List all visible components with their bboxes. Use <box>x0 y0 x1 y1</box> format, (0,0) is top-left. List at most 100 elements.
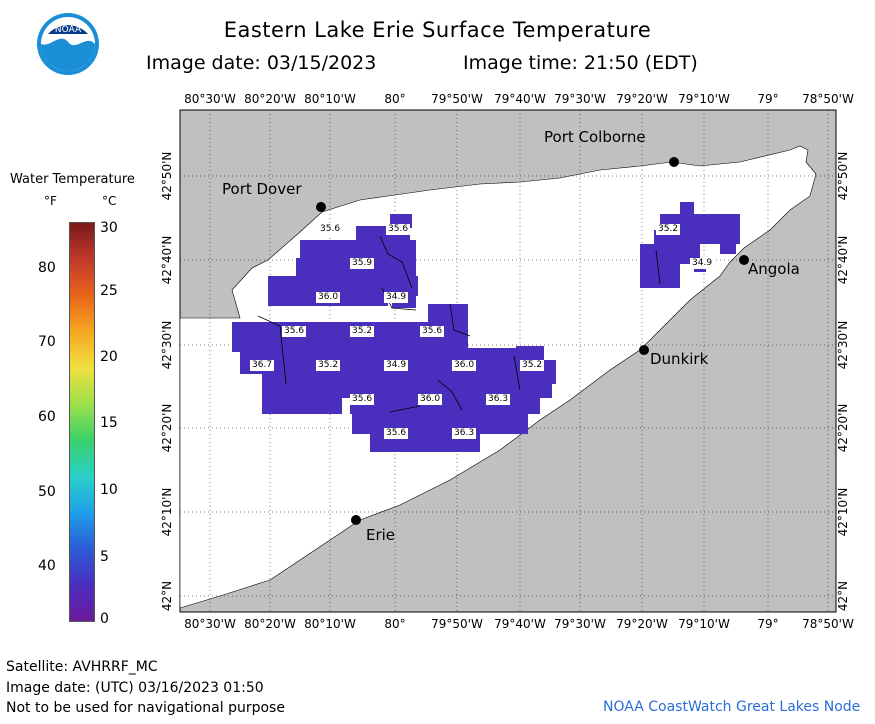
city-label: Erie <box>366 526 396 544</box>
temperature-pixel-patch <box>262 394 342 414</box>
legend-c-tick: 15 <box>100 415 118 431</box>
longitude-label-top: 79°40'W <box>494 92 546 106</box>
latitude-label-left: 42°40'N <box>160 235 174 285</box>
latitude-label-right: 42°30'N <box>836 320 850 370</box>
image-date: Image date: 03/15/2023 <box>146 52 377 74</box>
temperature-label: 36.3 <box>486 394 511 405</box>
longitude-label-bottom: 79°30'W <box>554 617 606 631</box>
legend-c-tick: 25 <box>100 283 118 299</box>
temperature-label: 35.6 <box>420 326 445 337</box>
legend-c-tick: 10 <box>100 482 118 498</box>
longitude-label-top: 79° <box>757 92 779 106</box>
temperature-pixel-patch <box>350 394 540 414</box>
temperature-label: 35.6 <box>282 326 307 337</box>
legend-c-tick: 30 <box>100 220 118 236</box>
legend-c-tick: 20 <box>100 349 118 365</box>
longitude-label-top: 80°10'W <box>304 92 356 106</box>
footer-credit: NOAA CoastWatch Great Lakes Node <box>603 699 861 715</box>
city-label: Port Colborne <box>544 128 646 146</box>
temperature-label: 35.6 <box>318 224 343 235</box>
temperature-label: 36.3 <box>452 428 477 439</box>
legend-unit-c: °C <box>102 194 117 208</box>
latitude-label-left: 42°30'N <box>160 320 174 370</box>
temperature-label: 35.6 <box>384 428 409 439</box>
temperature-label: 34.9 <box>384 360 409 371</box>
longitude-label-top: 80°20'W <box>244 92 296 106</box>
temperature-pixel-patch <box>296 258 416 280</box>
latitude-label-left: 42°20'N <box>160 403 174 453</box>
city-marker <box>639 345 649 355</box>
temperature-pixel-patch <box>720 230 736 254</box>
latitude-label-right: 42°10'N <box>836 487 850 537</box>
city-label: Port Dover <box>222 180 302 198</box>
map-title: Eastern Lake Erie Surface Temperature <box>223 18 652 42</box>
temperature-label: 36.0 <box>418 394 443 405</box>
temperature-pixel-patch <box>428 304 468 322</box>
latitude-label-left: 42°50'N <box>160 151 174 201</box>
city-label: Angola <box>748 260 800 278</box>
longitude-label-bottom: 80°10'W <box>304 617 356 631</box>
city-marker <box>669 157 679 167</box>
footer-utc-date: Image date: (UTC) 03/16/2023 01:50 <box>6 680 264 696</box>
footer-disclaimer: Not to be used for navigational purpose <box>6 700 285 716</box>
legend-f-tick: 60 <box>38 409 56 425</box>
temperature-pixel-patch <box>268 276 418 296</box>
image-time: Image time: 21:50 (EDT) <box>463 52 698 74</box>
temperature-pixel-patch <box>516 346 544 360</box>
longitude-label-bottom: 80°20'W <box>244 617 296 631</box>
latitude-label-left: 42°N <box>160 580 174 612</box>
noaa-logo: NOAA <box>36 12 100 76</box>
temperature-label: 35.2 <box>316 360 341 371</box>
temperature-pixel-patch <box>352 414 528 434</box>
longitude-label-top: 78°50'W <box>802 92 854 106</box>
temperature-label: 36.0 <box>452 360 477 371</box>
longitude-label-bottom: 79°50'W <box>431 617 483 631</box>
longitude-label-bottom: 79°10'W <box>678 617 730 631</box>
longitude-label-top: 80° <box>384 92 406 106</box>
city-marker <box>316 202 326 212</box>
latitude-label-right: 42°N <box>836 580 850 612</box>
longitude-label-top: 79°20'W <box>616 92 668 106</box>
city-label: Dunkirk <box>650 350 709 368</box>
legend-f-tick: 70 <box>38 334 56 350</box>
city-marker <box>351 515 361 525</box>
temperature-label: 34.9 <box>384 292 409 303</box>
temperature-label: 35.9 <box>350 258 375 269</box>
legend-title: Water Temperature <box>10 172 135 187</box>
longitude-label-bottom: 79°40'W <box>494 617 546 631</box>
temperature-pixel-patch <box>240 348 520 374</box>
legend-c-tick: 0 <box>100 611 109 627</box>
legend-c-tick: 5 <box>100 549 109 565</box>
temperature-label: 35.6 <box>350 394 375 405</box>
legend-unit-f: °F <box>44 194 57 208</box>
longitude-label-top: 79°50'W <box>431 92 483 106</box>
longitude-label-bottom: 80° <box>384 617 406 631</box>
temperature-label: 36.7 <box>250 360 275 371</box>
temperature-label: 36.0 <box>316 292 341 303</box>
temperature-pixel-patch <box>640 244 700 264</box>
temperature-label: 35.2 <box>656 224 681 235</box>
longitude-label-bottom: 78°50'W <box>802 617 854 631</box>
longitude-label-bottom: 79°20'W <box>616 617 668 631</box>
latitude-label-right: 42°50'N <box>836 151 850 201</box>
city-marker <box>739 255 749 265</box>
temperature-pixel-patch <box>262 372 552 398</box>
legend-f-tick: 50 <box>38 484 56 500</box>
longitude-label-top: 79°30'W <box>554 92 606 106</box>
temperature-pixel-patch <box>300 240 416 262</box>
logo-text: NOAA <box>55 25 82 35</box>
latitude-label-left: 42°10'N <box>160 487 174 537</box>
temperature-label: 35.2 <box>350 326 375 337</box>
longitude-label-bottom: 79° <box>757 617 779 631</box>
footer-satellite: Satellite: AVHRRF_MC <box>6 659 158 675</box>
longitude-label-top: 80°30'W <box>184 92 236 106</box>
legend-f-tick: 80 <box>38 260 56 276</box>
temperature-label: 34.9 <box>690 258 715 269</box>
longitude-label-bottom: 80°30'W <box>184 617 236 631</box>
temperature-contour-lines <box>257 235 661 413</box>
legend-f-tick: 40 <box>38 558 56 574</box>
longitude-label-top: 79°10'W <box>678 92 730 106</box>
color-scale-bar <box>69 222 95 622</box>
latitude-label-right: 42°40'N <box>836 235 850 285</box>
